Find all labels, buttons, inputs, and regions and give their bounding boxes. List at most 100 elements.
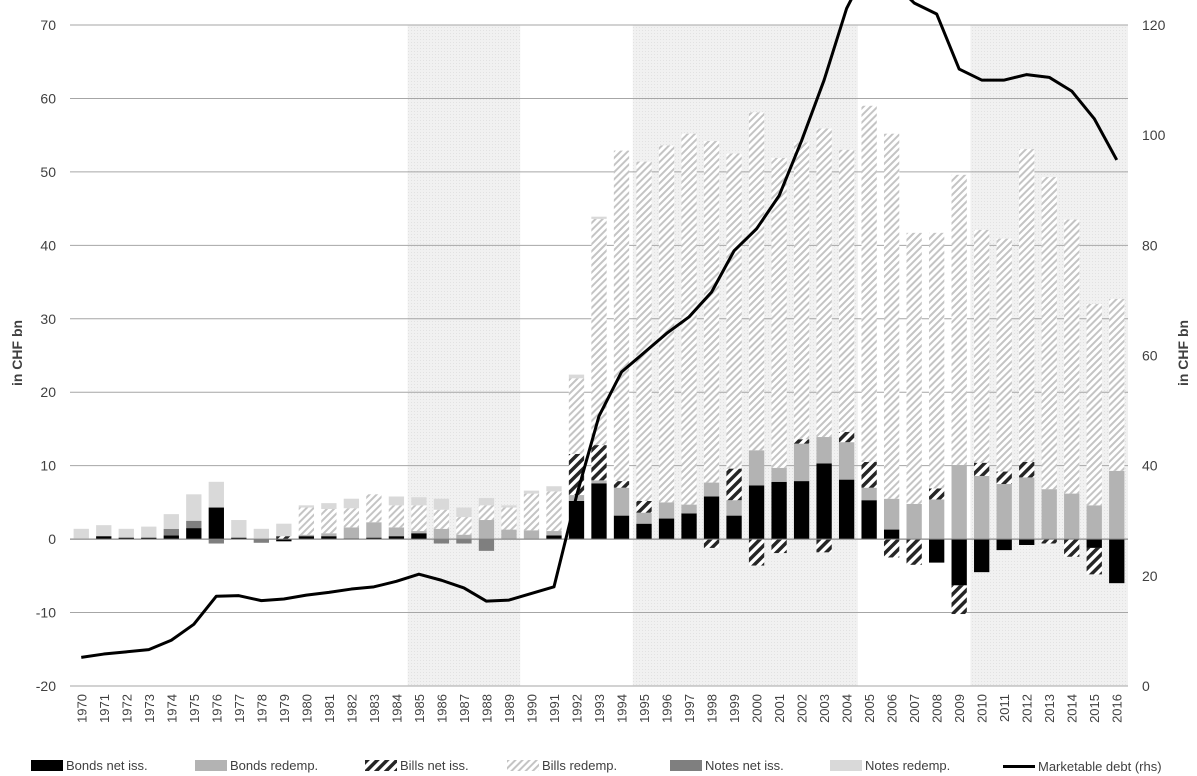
bar-segment xyxy=(411,505,427,532)
x-tick-label: 1990 xyxy=(524,694,539,723)
bar-segment xyxy=(771,157,787,468)
y-tick-left: -20 xyxy=(36,678,56,694)
y-tick-left: 40 xyxy=(40,237,56,253)
bar-segment xyxy=(726,515,742,540)
bar-segment xyxy=(613,487,630,516)
bar-segment xyxy=(591,216,607,219)
bar-segment xyxy=(456,539,472,544)
bar-segment xyxy=(861,500,877,540)
bar-segment xyxy=(906,232,922,504)
bar-segment xyxy=(366,522,382,538)
legend-label: Bonds redemp. xyxy=(230,758,319,773)
x-tick-label: 1975 xyxy=(187,694,202,723)
bar-segment xyxy=(73,528,89,540)
bar-segment xyxy=(1019,461,1035,478)
bar-segment xyxy=(1064,219,1080,494)
bar-segment xyxy=(231,537,247,540)
bar-segment xyxy=(321,508,337,534)
bar-segment xyxy=(951,464,967,540)
bar-segment xyxy=(163,528,179,536)
y-tick-left: 60 xyxy=(40,90,56,106)
bar-segment xyxy=(703,539,720,548)
legend-label: Bonds net iss. xyxy=(66,758,148,773)
bar-segment xyxy=(838,442,855,480)
y-tick-left: 50 xyxy=(40,164,56,180)
bar-segment xyxy=(343,508,360,528)
bar-segment xyxy=(636,512,652,524)
bar-segment xyxy=(478,520,495,540)
bar-segment xyxy=(771,481,787,540)
legend-swatch-bills-redemp xyxy=(507,760,539,771)
bar-segment xyxy=(456,507,472,518)
bar-segment xyxy=(613,515,630,540)
x-tick-label: 2003 xyxy=(817,694,832,723)
bar-segment xyxy=(388,527,405,537)
x-tick-label: 2002 xyxy=(795,694,810,723)
bar-segment xyxy=(456,517,472,535)
bar-segment xyxy=(838,431,855,443)
bar-segment xyxy=(1064,539,1080,557)
x-tick-label: 1988 xyxy=(479,694,494,723)
bar-segment xyxy=(1041,177,1057,490)
legend-line-marketable-debt xyxy=(1003,765,1035,768)
legend-label: Bills net iss. xyxy=(400,758,469,773)
y-tick-right: 60 xyxy=(1142,348,1158,364)
bar-segment xyxy=(996,484,1012,540)
bar-segment xyxy=(613,481,630,488)
bar-segment xyxy=(546,486,562,492)
bar-segment xyxy=(478,505,495,521)
bar-segment xyxy=(838,149,855,432)
bar-segment xyxy=(523,530,540,540)
bar-segment xyxy=(1109,298,1125,471)
bar-segment xyxy=(1064,493,1080,540)
bar-segment xyxy=(996,238,1012,472)
bar-segment xyxy=(253,539,269,543)
bar-segment xyxy=(163,535,179,540)
bar-segment xyxy=(1086,505,1102,540)
bar-segment xyxy=(388,505,405,528)
bar-segment xyxy=(1109,470,1125,540)
x-tick-label: 1974 xyxy=(164,694,179,723)
legend-item-notes-net-iss: Notes net iss. xyxy=(670,758,784,773)
bar-segment xyxy=(163,514,179,529)
bar-segment xyxy=(883,529,900,540)
bar-segment xyxy=(253,528,269,540)
bar-segment xyxy=(186,520,202,529)
bar-segment xyxy=(883,498,900,530)
legend-swatch-bonds-redemp xyxy=(195,760,227,771)
bar-segment xyxy=(343,498,360,509)
bar-segment xyxy=(726,468,742,501)
bar-segment xyxy=(1041,539,1057,544)
x-tick-label: 1995 xyxy=(637,694,652,723)
bar-segment xyxy=(388,536,405,540)
bar-segment xyxy=(298,534,315,537)
legend-swatch-notes-redemp xyxy=(830,760,862,771)
bar-segment xyxy=(974,539,990,573)
bar-segment xyxy=(929,499,945,540)
legend: Bonds net iss. Bonds redemp. Bills net i… xyxy=(0,758,1197,776)
x-tick-label: 1987 xyxy=(457,694,472,723)
x-tick-label: 2013 xyxy=(1042,694,1057,723)
bar-segment xyxy=(748,450,765,486)
legend-item-bills-redemp: Bills redemp. xyxy=(507,758,617,773)
bar-segment xyxy=(636,523,652,540)
bar-segment xyxy=(208,539,224,544)
bar-segment xyxy=(1086,304,1102,506)
bar-segment xyxy=(433,509,450,529)
bar-segment xyxy=(276,536,292,540)
x-tick-label: 1970 xyxy=(74,694,89,723)
y-tick-right: 80 xyxy=(1142,237,1158,253)
bar-segment xyxy=(861,461,877,488)
bar-segment xyxy=(793,142,810,440)
bar-segment xyxy=(1019,149,1035,462)
bar-segment xyxy=(208,481,224,508)
bar-segment xyxy=(1086,539,1102,548)
x-tick-label: 1999 xyxy=(727,694,742,723)
bar-segment xyxy=(433,498,450,510)
bar-segment xyxy=(771,467,787,482)
bar-segment xyxy=(298,507,315,535)
bar-segment xyxy=(591,218,607,446)
bar-segment xyxy=(433,539,450,544)
bar-segment xyxy=(141,537,157,540)
